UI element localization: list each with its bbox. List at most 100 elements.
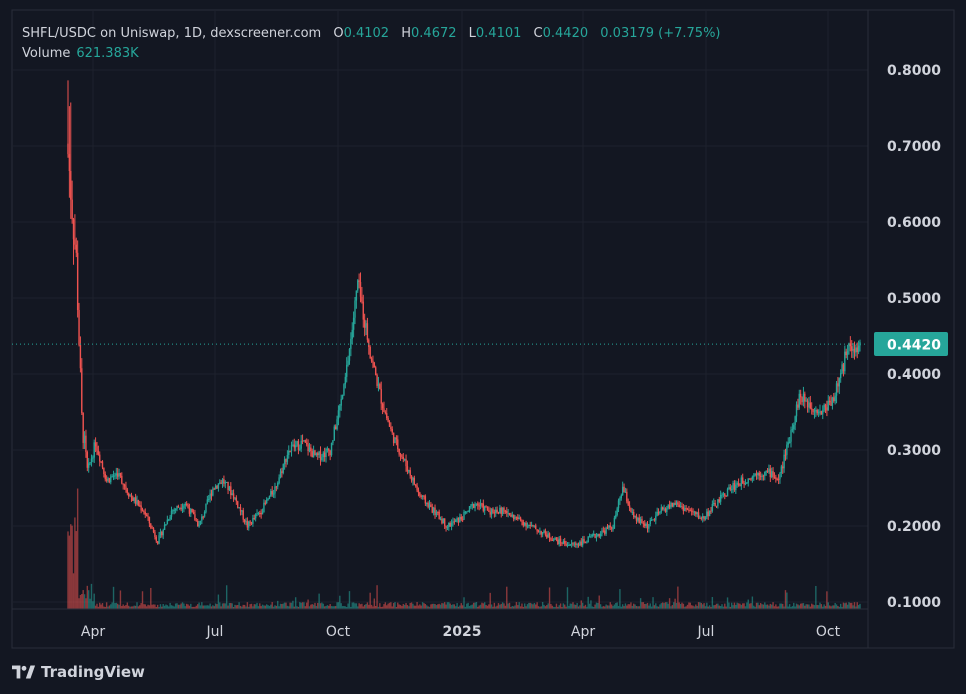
candle-body	[199, 520, 202, 525]
volume-bar	[500, 603, 502, 609]
candle-body	[521, 520, 523, 522]
candle-body	[707, 511, 709, 516]
volume-bar	[368, 604, 370, 609]
volume-bar	[270, 604, 272, 609]
candle-body	[355, 290, 358, 301]
candle-body	[586, 542, 588, 544]
candle-body	[470, 505, 472, 507]
candle-body	[706, 511, 708, 518]
volume-bar	[308, 606, 311, 609]
volume-bars	[67, 488, 861, 609]
symbol-title[interactable]: SHFL/USDC on Uniswap, 1D, dexscreener.co…	[22, 26, 322, 41]
candle-body	[503, 507, 505, 511]
candle-body	[852, 348, 854, 351]
candle-body	[237, 501, 239, 508]
volume-bar	[457, 606, 460, 609]
candle-body	[726, 488, 729, 497]
tradingview-text: TradingView	[41, 663, 145, 681]
volume-bar	[252, 606, 254, 609]
candle-body	[68, 154, 71, 172]
candle-body	[413, 477, 416, 485]
candle-body	[130, 495, 133, 498]
volume-bar	[554, 606, 556, 609]
volume-bar	[719, 606, 722, 609]
volume-bar	[536, 602, 538, 609]
x-tick-label: 2025	[443, 624, 482, 640]
candle-body	[610, 527, 613, 529]
candle-body	[432, 507, 435, 513]
volume-bar	[399, 604, 402, 609]
candle-body	[668, 504, 671, 508]
candle-body	[490, 508, 493, 515]
candle-body	[575, 543, 577, 545]
candle-body	[719, 494, 722, 502]
volume-bar	[388, 602, 391, 609]
candle-body	[768, 468, 770, 472]
candle-body	[108, 478, 111, 483]
volume-bar	[272, 606, 275, 609]
candle-body	[815, 410, 817, 412]
candle-body	[437, 511, 439, 513]
volume-bar	[693, 606, 696, 609]
volume-bar	[508, 602, 511, 609]
candle-body	[797, 404, 799, 408]
volume-bar	[395, 606, 398, 609]
volume-bar	[604, 606, 606, 609]
volume-bar	[637, 606, 639, 609]
candle-body	[679, 505, 682, 507]
volume-bar	[645, 603, 647, 609]
volume-bar	[448, 602, 450, 609]
volume-bar	[528, 602, 530, 609]
candle-body	[746, 482, 748, 484]
volume-bar	[619, 589, 621, 609]
candle-body	[558, 538, 560, 544]
volume-bar	[764, 602, 766, 609]
volume-bar	[415, 605, 417, 609]
candle-body	[424, 496, 427, 504]
volume-bar	[782, 603, 784, 609]
candle-body	[208, 498, 210, 500]
candle-body	[123, 484, 126, 487]
candle-body	[661, 507, 664, 510]
candle-body	[455, 519, 457, 522]
candle-body	[588, 536, 591, 538]
volume-bar	[711, 597, 714, 609]
volume-bar	[303, 602, 305, 609]
volume-bar	[496, 605, 498, 609]
volume-bar	[288, 606, 290, 609]
volume-bar	[668, 598, 671, 609]
volume-bar	[848, 602, 850, 609]
candle-body	[351, 329, 353, 339]
candle-body	[579, 541, 581, 546]
candle-body	[529, 524, 531, 526]
volume-bar	[593, 606, 595, 609]
candle-body	[541, 532, 544, 535]
volume-bar	[221, 603, 224, 609]
candle-body	[540, 531, 542, 535]
candle-body	[420, 495, 422, 497]
volume-bar	[351, 602, 353, 609]
candle-body	[70, 171, 72, 200]
volume-bar	[314, 602, 316, 609]
volume-bar	[374, 605, 377, 609]
volume-bar	[623, 606, 625, 609]
volume-bar	[408, 606, 410, 609]
candle-body	[744, 482, 747, 485]
volume-label[interactable]: Volume	[22, 46, 71, 61]
volume-bar	[544, 606, 547, 609]
volume-bar	[721, 604, 723, 609]
candle-body	[139, 505, 141, 507]
candle-body	[684, 508, 686, 511]
volume-bar	[277, 600, 279, 609]
candle-body	[590, 536, 592, 538]
volume-bar	[315, 605, 318, 609]
tradingview-logo[interactable]: TradingView	[12, 663, 145, 681]
volume-bar	[115, 602, 117, 609]
candle-body	[390, 426, 392, 430]
volume-bar	[652, 597, 654, 609]
volume-bar	[358, 603, 360, 609]
volume-bar	[304, 606, 307, 609]
candle-body	[544, 530, 547, 535]
volume-bar	[426, 605, 428, 609]
